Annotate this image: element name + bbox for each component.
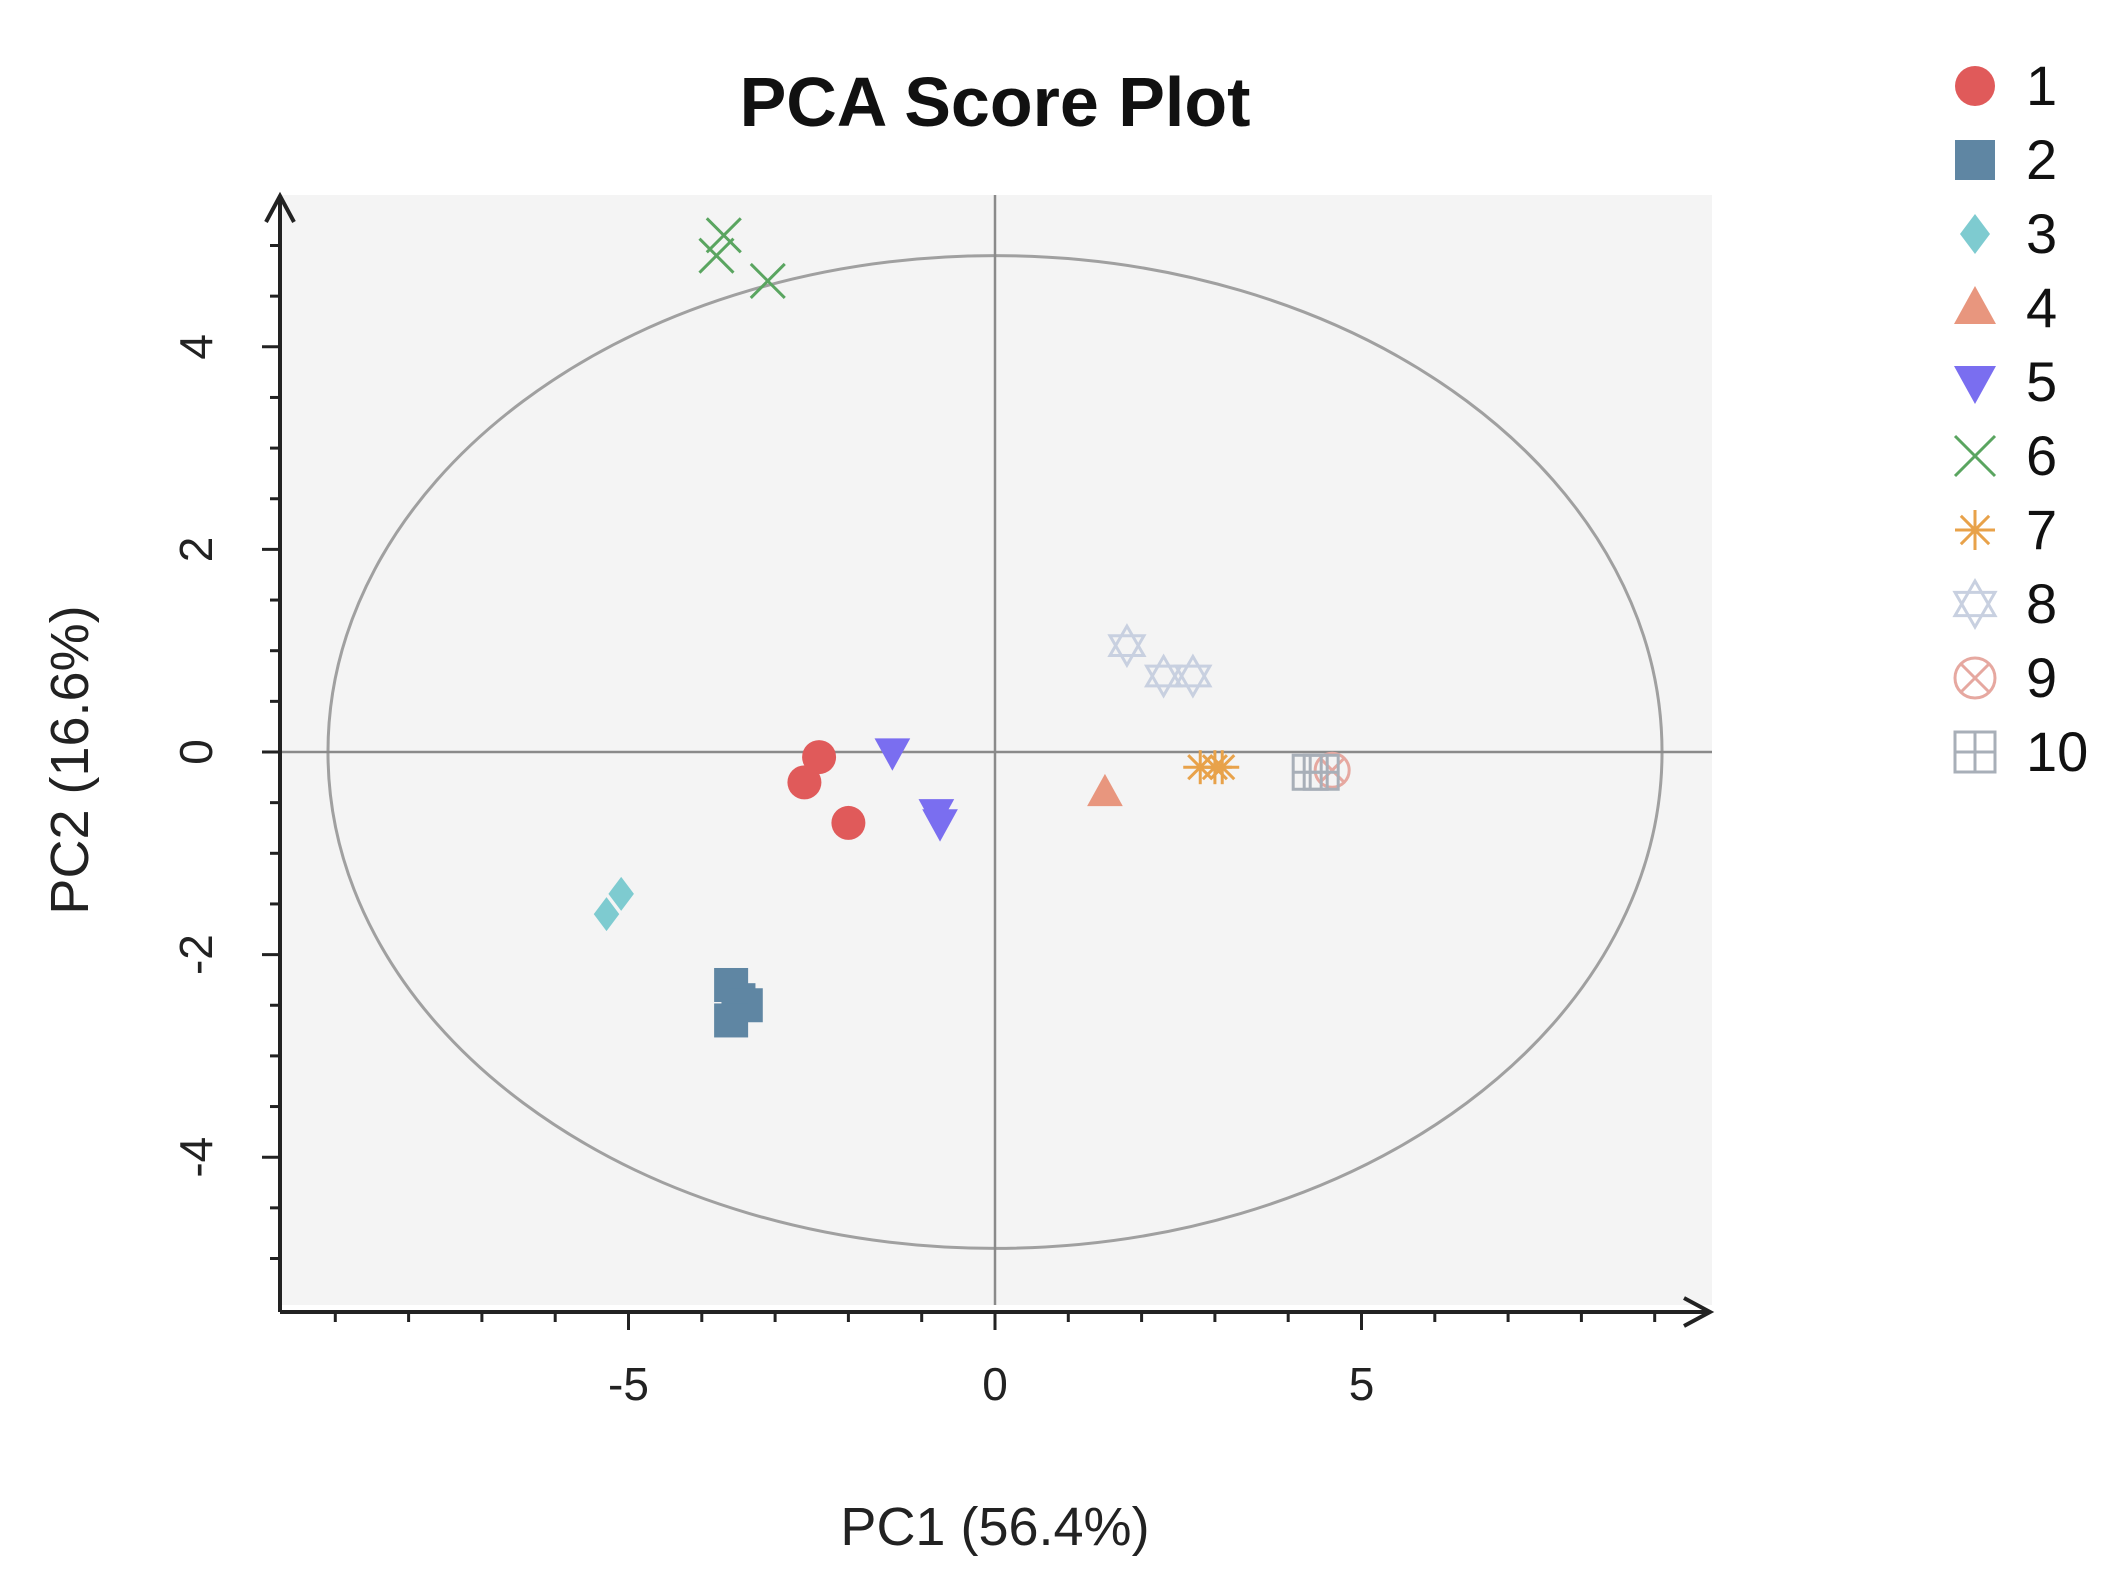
data-point-series-1 (831, 805, 866, 840)
data-point-series-5 (922, 809, 958, 842)
data-point-series-4 (1087, 773, 1123, 807)
axis-ticks: -5 0 5 -4 -2 0 2 4 (170, 244, 1657, 1410)
legend-marker-3 (1960, 214, 1990, 254)
data-point-series-3 (593, 897, 620, 932)
data-point-series-6 (698, 237, 735, 274)
legend-label-9: 9 (2026, 646, 2057, 709)
y-tick-label: 0 (170, 739, 222, 765)
legend-marker-4 (1954, 286, 1996, 324)
legend-label-1: 1 (2026, 54, 2057, 117)
data-point-series-8 (1143, 653, 1184, 699)
legend-marker-6 (1953, 434, 1997, 478)
x-axis-label: PC1 (56.4%) (840, 1497, 1149, 1557)
legend-label-5: 5 (2026, 350, 2057, 413)
data-point-series-2 (714, 1003, 749, 1038)
legend-label-6: 6 (2026, 424, 2057, 487)
data-point-series-9 (1313, 751, 1351, 789)
legend-label-7: 7 (2026, 498, 2057, 561)
legend-label-2: 2 (2026, 128, 2057, 191)
legend-marker-5 (1954, 366, 1996, 404)
x-tick-label: -5 (608, 1358, 649, 1410)
data-point-series-8 (1173, 653, 1213, 699)
x-axis-arrow (1683, 1296, 1715, 1328)
legend-marker-9 (1953, 656, 1997, 700)
data-point-series-6 (705, 217, 742, 254)
legend-label-3: 3 (2026, 202, 2057, 265)
x-tick-label: 5 (1349, 1358, 1375, 1410)
data-point-series-3 (608, 876, 634, 911)
legend-marker-8 (1952, 578, 1998, 630)
plot-background (282, 195, 1712, 1305)
x-tick-label: 0 (982, 1358, 1008, 1410)
y-axis-arrow (264, 191, 296, 223)
legend-label-8: 8 (2026, 572, 2057, 635)
legend-marker-7 (1955, 510, 1995, 550)
data-point-series-1 (787, 765, 822, 800)
data-point-series-8 (1107, 623, 1147, 669)
y-tick-label: 2 (170, 537, 222, 563)
y-tick-label: -2 (170, 934, 222, 975)
legend-marker-1 (1955, 66, 1995, 106)
data-point-series-10 (1302, 753, 1340, 791)
zero-reference-lines (282, 195, 1712, 1305)
legend-label-10: 10 (2026, 720, 2088, 783)
data-point-series-5 (874, 738, 911, 771)
legend-label-4: 4 (2026, 276, 2057, 339)
chart-title: PCA Score Plot (740, 63, 1251, 141)
data-point-series-1 (802, 740, 837, 775)
y-tick-label: 4 (170, 334, 222, 360)
data-points (593, 217, 1351, 1038)
y-axis-label: PC2 (16.6%) (40, 605, 100, 914)
legend: 1 2 3 4 5 6 7 8 9 10 (1952, 54, 2088, 783)
legend-marker-10 (1953, 730, 1997, 774)
y-tick-label: -4 (170, 1137, 222, 1178)
data-point-series-7 (1205, 750, 1240, 785)
data-point-series-6 (749, 262, 786, 300)
legend-marker-2 (1955, 140, 1995, 180)
